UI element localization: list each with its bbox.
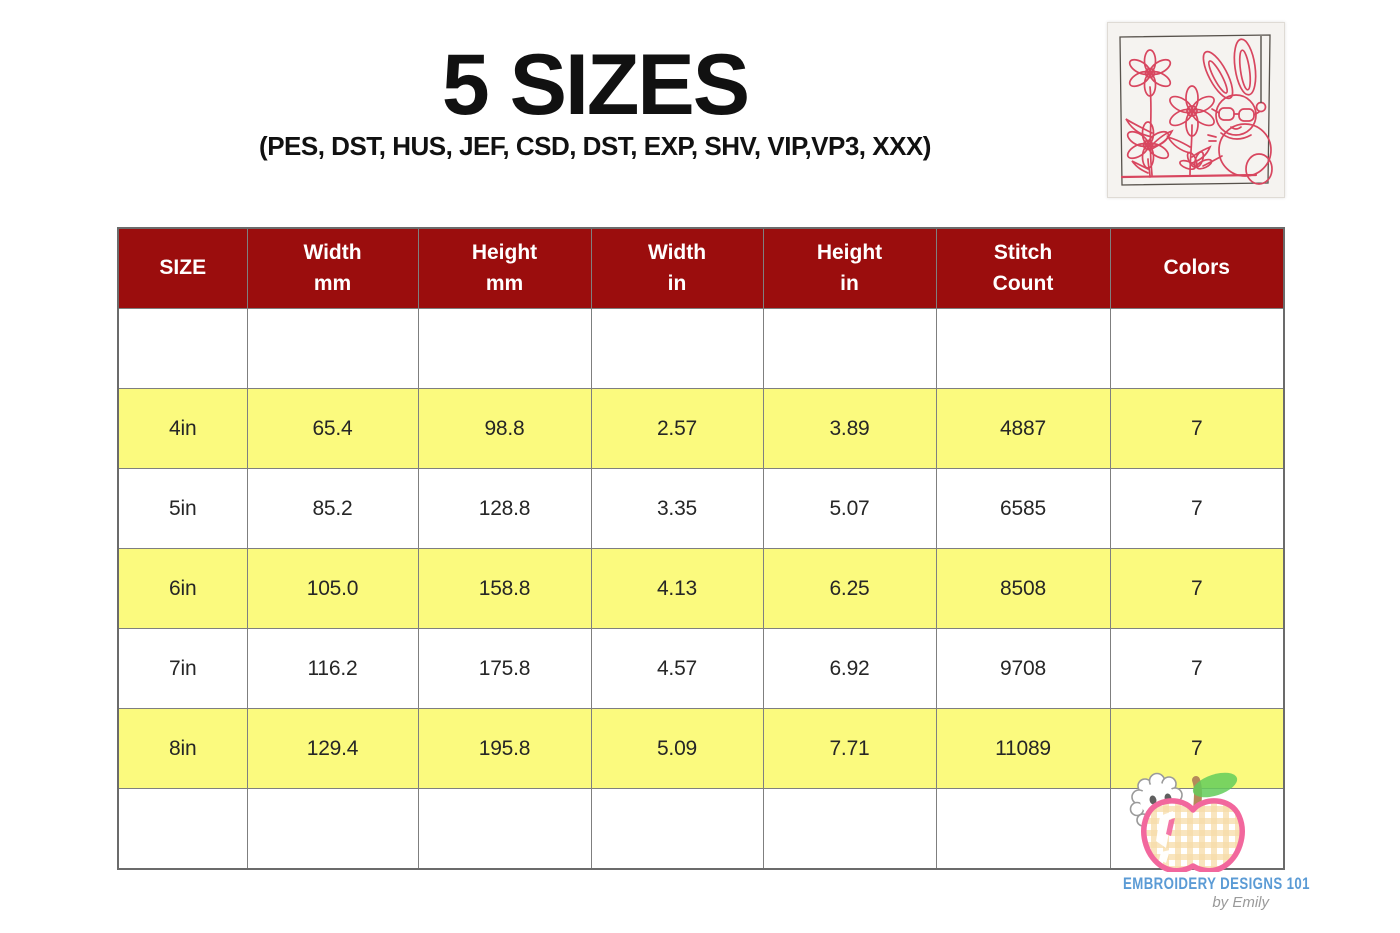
leaf-icon [1192,772,1238,798]
cell-width-mm: 65.4 [246,388,419,469]
cell-stitch-count: 6585 [935,468,1111,549]
cell-colors: 7 [1109,548,1285,629]
cell-height-mm [417,788,592,869]
cell-colors: 7 [1109,628,1285,709]
cell-width-in [590,308,764,389]
cell-size [117,308,248,389]
cell-height-mm: 128.8 [417,468,592,549]
page-title: 5 SIZES [441,37,750,133]
cell-stitch-count: 8508 [935,548,1111,629]
cell-size: 7in [117,628,248,709]
cell-colors [1109,308,1285,389]
cell-height-in: 7.71 [762,708,937,789]
cell-stitch-count: 11089 [935,708,1111,789]
cell-width-mm [246,308,419,389]
table-row: 5in 85.2 128.8 3.35 5.07 6585 7 [117,468,1285,549]
cell-colors: 7 [1109,468,1285,549]
cell-stitch-count [935,788,1111,869]
header-cell-size: SIZE [117,227,248,309]
embroidery-preview-card [1107,22,1285,198]
title-block: 5 SIZES (PES, DST, HUS, JEF, CSD, DST, E… [220,40,970,162]
cell-height-in: 5.07 [762,468,937,549]
cell-height-mm [417,308,592,389]
cell-height-mm: 195.8 [417,708,592,789]
cell-width-mm: 129.4 [246,708,419,789]
gingham-apple-with-lamb-icon [1129,772,1245,872]
cell-size [117,788,248,869]
cell-colors: 7 [1109,388,1285,469]
cell-height-in: 6.92 [762,628,937,709]
cell-width-in: 3.35 [590,468,764,549]
cell-height-mm: 98.8 [417,388,592,469]
cell-size: 8in [117,708,248,789]
cell-stitch-count [935,308,1111,389]
size-table: SIZE Width mm Height mm Width in Height in S… [117,227,1285,870]
cell-stitch-count: 4887 [935,388,1111,469]
header-cell-colors: Colors [1109,227,1285,309]
table-row: 7in 116.2 175.8 4.57 6.92 9708 7 [117,628,1285,709]
cell-size: 4in [117,388,248,469]
cell-width-in: 5.09 [590,708,764,789]
cell-height-mm: 158.8 [417,548,592,629]
cell-colors: 7 [1109,708,1285,789]
cell-height-in [762,788,937,869]
header-cell-height-mm: Height mm [417,227,592,309]
header-cell-width-mm: Width mm [246,227,419,309]
header-cell-stitch-count: Stitch Count [935,227,1111,309]
brand-name: EMBROIDERY DESIGNS 101 [1123,874,1310,893]
cell-size: 5in [117,468,248,549]
header-cell-height-in: Height in [762,227,937,309]
cell-width-mm: 105.0 [246,548,419,629]
cell-size: 6in [117,548,248,629]
cell-height-in: 6.25 [762,548,937,629]
table-row [117,308,1285,389]
brand-logo-block: EMBROIDERY DESIGNS 101 by Emily [1103,770,1310,911]
page-subtitle: (PES, DST, HUS, JEF, CSD, DST, EXP, SHV,… [259,131,931,162]
cell-height-mm: 175.8 [417,628,592,709]
cell-width-in: 4.13 [590,548,764,629]
table-row: 6in 105.0 158.8 4.13 6.25 8508 7 [117,548,1285,629]
header-cell-width-in: Width in [590,227,764,309]
size-table-header: SIZE Width mm Height mm Width in Height in S… [117,227,1285,309]
cell-height-in: 3.89 [762,388,937,469]
cell-width-in: 4.57 [590,628,764,709]
cell-width-in [590,788,764,869]
cell-width-mm: 116.2 [246,628,419,709]
cell-width-in: 2.57 [590,388,764,469]
brand-byline: by Emily [1212,894,1269,911]
bunny-embroidery-icon [1119,34,1273,186]
table-row: 4in 65.4 98.8 2.57 3.89 4887 7 [117,388,1285,469]
size-table-body: 4in 65.4 98.8 2.57 3.89 4887 7 5in 85.2 … [117,308,1285,869]
cell-stitch-count: 9708 [935,628,1111,709]
cell-height-in [762,308,937,389]
cell-width-mm: 85.2 [246,468,419,549]
cell-width-mm [246,788,419,869]
